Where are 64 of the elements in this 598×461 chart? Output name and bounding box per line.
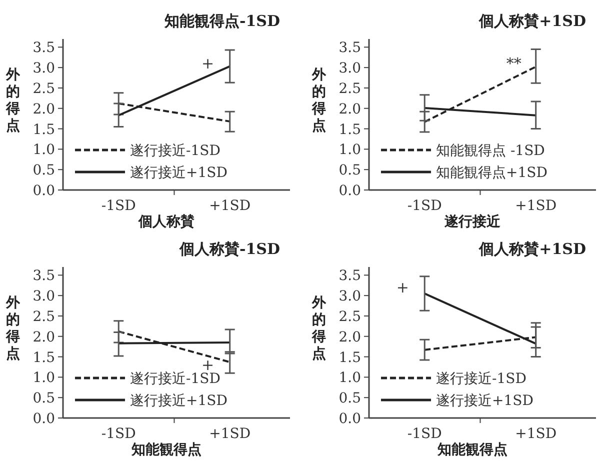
y-tick-label: 3.0 [338, 60, 361, 77]
y-tick-label: 2.0 [338, 329, 361, 346]
y-tick-label: 3.5 [32, 268, 55, 284]
legend-label: 遂行接近+1SD [130, 165, 228, 181]
y-tick-label: 3.0 [32, 60, 55, 77]
chart-title: 個人称賛-1SD [178, 240, 280, 258]
legend-label: 知能観得点 -1SD [436, 143, 545, 159]
x-axis-title: 個人称賛 [138, 214, 196, 230]
y-tick-label: 1.5 [32, 350, 55, 366]
y-tick-label: 3.5 [338, 40, 361, 56]
y-tick-label: 0.0 [338, 411, 361, 427]
x-tick-label: +1SD [209, 198, 251, 214]
y-axis-title: 外的得点 [5, 295, 21, 362]
y-axis-title: 外的得点 [311, 67, 327, 134]
y-tick-label: 2.0 [32, 329, 55, 346]
chart-title: 知能観得点-1SD [163, 12, 280, 30]
x-tick-label: +1SD [515, 198, 557, 214]
y-tick-label: 2.5 [338, 308, 361, 325]
annotation: ** [506, 54, 522, 72]
y-tick-label: 2.0 [338, 101, 361, 118]
y-tick-label: 2.0 [32, 101, 55, 118]
annotation: + [202, 54, 214, 72]
y-tick-label: 2.5 [32, 80, 55, 97]
y-tick-label: 3.5 [338, 268, 361, 284]
y-tick-label: 3.0 [338, 288, 361, 305]
y-tick-label: 1.0 [338, 370, 361, 386]
y-tick-label: 1.5 [338, 122, 361, 138]
y-tick-label: 3.5 [32, 40, 55, 56]
legend-label: 遂行接近-1SD [130, 371, 220, 387]
y-tick-label: 2.5 [32, 308, 55, 325]
x-tick-label: +1SD [209, 426, 251, 442]
legend-label: 知能観得点+1SD [436, 165, 548, 181]
legend-label: 遂行接近+1SD [436, 393, 534, 409]
y-tick-label: 0.0 [338, 183, 361, 199]
legend-label: 遂行接近-1SD [130, 143, 220, 159]
y-tick-label: 0.5 [32, 390, 55, 407]
chart-title: 個人称賛+1SD [478, 12, 586, 30]
legend-label: 遂行接近-1SD [436, 371, 526, 387]
y-axis-title: 外的得点 [5, 67, 21, 134]
y-tick-label: 2.5 [338, 80, 361, 97]
x-tick-label: +1SD [515, 426, 557, 442]
x-axis-title: 遂行接近 [444, 213, 502, 230]
y-tick-label: 1.5 [32, 122, 55, 138]
y-tick-label: 3.0 [32, 288, 55, 305]
y-tick-label: 0.0 [32, 183, 55, 199]
y-axis-title: 外的得点 [311, 295, 327, 362]
annotation: + [202, 356, 214, 374]
chart-title: 個人称賛+1SD [478, 240, 586, 258]
x-tick-label: -1SD [101, 426, 136, 442]
y-tick-label: 0.0 [32, 411, 55, 427]
y-tick-label: 0.5 [338, 390, 361, 407]
x-axis-title: 知能観得点 [130, 442, 202, 458]
x-tick-label: -1SD [407, 198, 442, 214]
y-tick-label: 1.0 [32, 142, 55, 158]
y-tick-label: 1.5 [338, 350, 361, 366]
x-axis-title: 知能観得点 [436, 442, 508, 458]
x-tick-label: -1SD [101, 198, 136, 214]
y-tick-label: 1.0 [338, 142, 361, 158]
x-tick-label: -1SD [407, 426, 442, 442]
annotation: + [396, 278, 409, 296]
legend-label: 遂行接近+1SD [130, 393, 228, 409]
y-tick-label: 1.0 [32, 370, 55, 386]
y-tick-label: 0.5 [32, 162, 55, 179]
y-tick-label: 0.5 [338, 162, 361, 179]
